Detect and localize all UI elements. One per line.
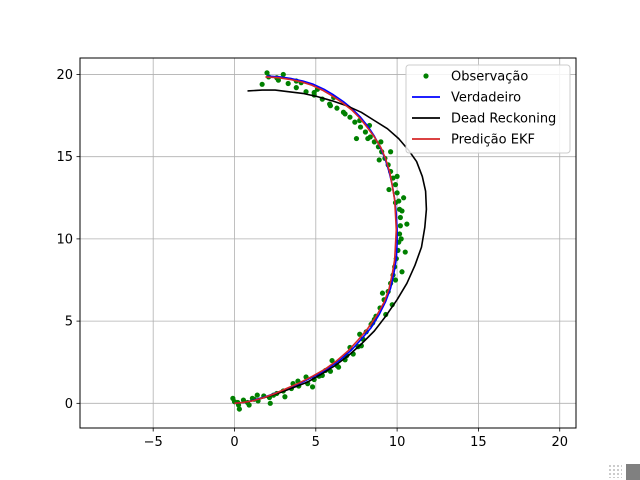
x-tick-label: 15 xyxy=(470,435,487,450)
data-point xyxy=(254,392,260,398)
legend-label: Dead Reckoning xyxy=(451,112,556,127)
data-point xyxy=(398,236,404,242)
legend-label: Verdadeiro xyxy=(451,91,521,106)
data-point xyxy=(362,129,369,135)
data-point xyxy=(399,208,405,214)
data-point xyxy=(334,105,340,111)
data-point xyxy=(267,400,273,406)
data-point xyxy=(401,195,407,201)
legend-entry: Dead Reckoning xyxy=(412,112,556,127)
legend-label: Predição EKF xyxy=(451,133,535,148)
y-tick-label: 0 xyxy=(65,397,73,412)
y-tick-label: 15 xyxy=(56,150,73,165)
data-point xyxy=(335,364,342,370)
data-point xyxy=(394,173,400,179)
data-point xyxy=(357,124,364,130)
data-point xyxy=(293,85,299,91)
series-line-predicao-ekf xyxy=(234,76,398,405)
data-point xyxy=(396,231,403,237)
axis-ticks: −5 0 5 10 15 20 0 5 10 15 20 xyxy=(56,68,568,450)
data-point xyxy=(309,384,316,390)
y-tick-label: 10 xyxy=(56,232,73,247)
data-point xyxy=(352,119,358,125)
legend: Observação Verdadeiro Dead Reckoning Prediç… xyxy=(405,64,571,154)
data-point xyxy=(397,223,403,229)
data-point xyxy=(402,249,408,255)
data-point xyxy=(399,269,405,275)
data-point xyxy=(280,71,286,78)
resize-grip-icon[interactable] xyxy=(626,464,640,480)
x-tick-label: −5 xyxy=(144,435,163,450)
data-point xyxy=(365,135,371,142)
data-point xyxy=(347,114,353,120)
data-point xyxy=(386,186,392,193)
data-point xyxy=(230,395,236,401)
data-point xyxy=(246,402,252,408)
data-point xyxy=(342,111,348,117)
legend-label: Observação xyxy=(451,70,528,85)
x-tick-label: 5 xyxy=(312,435,320,450)
series-line-dead-reckoning xyxy=(234,89,428,405)
data-point xyxy=(397,214,403,221)
legend-entry: Verdadeiro xyxy=(412,91,521,106)
y-tick-label: 20 xyxy=(56,68,73,83)
legend-entry: Predição EKF xyxy=(412,133,535,148)
data-point xyxy=(347,344,353,351)
legend-entry: Observação xyxy=(423,70,528,85)
data-point xyxy=(376,157,382,163)
legend-marker xyxy=(423,73,429,79)
data-point xyxy=(388,149,394,155)
data-point xyxy=(311,89,317,96)
x-tick-label: 0 xyxy=(230,435,238,450)
data-point xyxy=(327,103,334,109)
data-point xyxy=(392,182,399,188)
data-series xyxy=(230,70,428,412)
data-point xyxy=(285,80,291,87)
data-point xyxy=(394,190,400,196)
data-point xyxy=(378,139,384,145)
data-point xyxy=(379,290,386,296)
data-point xyxy=(236,406,242,412)
data-point xyxy=(329,357,335,364)
plot-frame xyxy=(79,57,577,429)
data-point xyxy=(404,221,410,227)
data-point xyxy=(282,394,288,400)
data-point xyxy=(353,135,360,142)
x-tick-label: 20 xyxy=(551,435,568,450)
data-point xyxy=(259,81,265,87)
data-point xyxy=(264,70,270,76)
toolbar-dots-icon xyxy=(608,464,622,478)
data-point xyxy=(392,277,399,283)
x-tick-label: 10 xyxy=(389,435,406,450)
legend-box xyxy=(405,64,571,154)
y-tick-label: 5 xyxy=(65,315,73,330)
